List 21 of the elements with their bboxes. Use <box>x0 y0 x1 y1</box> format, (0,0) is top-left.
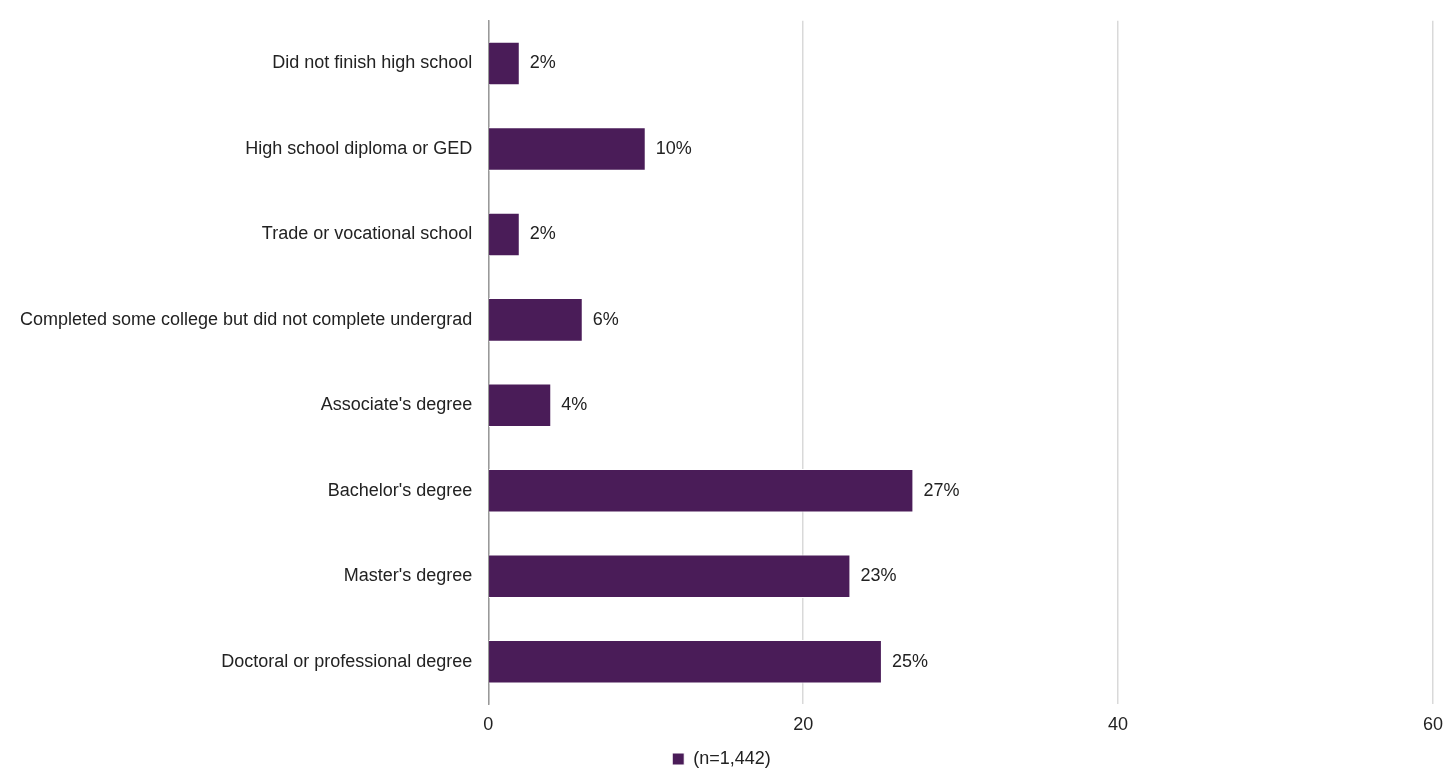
data-label: 4% <box>561 394 588 415</box>
y-tick-label: Did not finish high school <box>272 52 473 73</box>
data-label: 10% <box>655 137 692 158</box>
y-tick-label: High school diploma or GED <box>245 137 473 158</box>
y-tick-label: Doctoral or professional degree <box>221 650 473 671</box>
legend-label: (n=1,442) <box>693 747 771 768</box>
x-tick-label: 40 <box>1108 714 1129 735</box>
x-tick-label: 60 <box>1422 714 1444 735</box>
data-label: 25% <box>891 650 928 671</box>
data-label: 2% <box>529 52 556 73</box>
x-tick-label: 20 <box>793 714 814 735</box>
data-label: 6% <box>592 308 619 329</box>
y-tick-label: Trade or vocational school <box>261 223 473 244</box>
y-tick-label: Master's degree <box>343 565 473 586</box>
data-label: 23% <box>860 565 897 586</box>
y-tick-label: Bachelor's degree <box>327 479 473 500</box>
data-label: 27% <box>923 479 960 500</box>
y-tick-label: Completed some college but did not complete undergrad <box>20 308 473 329</box>
y-tick-label: Associate's degree <box>320 394 473 415</box>
data-label: 2% <box>529 223 556 244</box>
x-tick-label: 0 <box>483 714 494 735</box>
